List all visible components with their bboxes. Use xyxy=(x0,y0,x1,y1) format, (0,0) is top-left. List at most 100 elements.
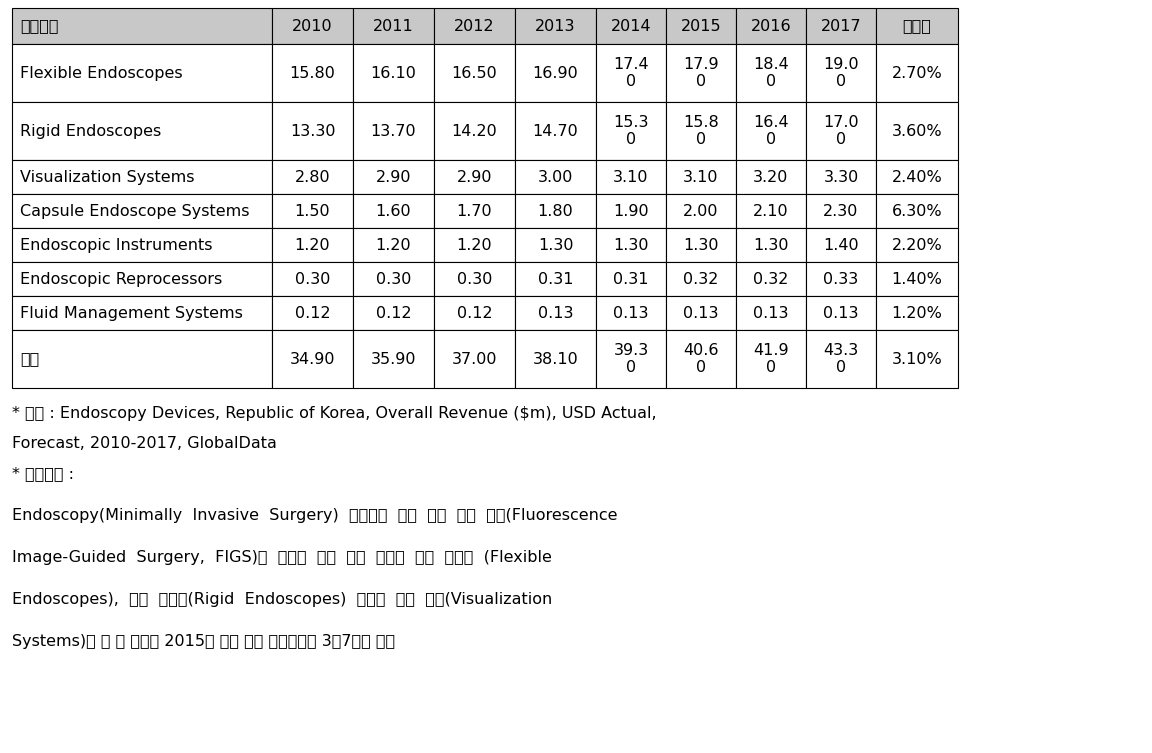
Bar xyxy=(434,102,515,160)
Bar xyxy=(515,228,596,262)
Text: 2.80: 2.80 xyxy=(295,169,331,184)
Bar xyxy=(666,44,736,102)
Bar xyxy=(596,262,666,296)
Bar xyxy=(434,8,515,44)
Bar xyxy=(806,262,876,296)
Bar xyxy=(12,44,272,102)
Text: 2.30: 2.30 xyxy=(824,203,858,218)
Text: 1.60: 1.60 xyxy=(376,203,411,218)
Bar xyxy=(353,44,434,102)
Text: 1.80: 1.80 xyxy=(538,203,574,218)
Bar xyxy=(272,8,353,44)
Bar xyxy=(876,262,958,296)
Text: 3.20: 3.20 xyxy=(753,169,789,184)
Text: 15.3
0: 15.3 0 xyxy=(613,114,649,147)
Text: 1.20: 1.20 xyxy=(295,237,331,252)
Bar xyxy=(806,160,876,194)
Text: Capsule Endoscope Systems: Capsule Endoscope Systems xyxy=(20,203,250,218)
Text: 16.4
0: 16.4 0 xyxy=(753,114,789,147)
Text: 0.30: 0.30 xyxy=(295,272,331,286)
Bar xyxy=(596,44,666,102)
Text: 총계: 총계 xyxy=(20,352,39,367)
Text: Visualization Systems: Visualization Systems xyxy=(20,169,195,184)
Bar xyxy=(353,8,434,44)
Bar xyxy=(515,262,596,296)
Bar xyxy=(666,8,736,44)
Text: 15.80: 15.80 xyxy=(289,66,335,81)
Text: 1.20: 1.20 xyxy=(376,237,411,252)
Bar xyxy=(596,102,666,160)
Bar xyxy=(806,228,876,262)
Bar xyxy=(876,330,958,388)
Text: 1.70: 1.70 xyxy=(456,203,492,218)
Text: 0.31: 0.31 xyxy=(538,272,574,286)
Bar xyxy=(272,330,353,388)
Text: 2.90: 2.90 xyxy=(456,169,492,184)
Bar xyxy=(876,160,958,194)
Bar xyxy=(434,262,515,296)
Text: * 산출근거 :: * 산출근거 : xyxy=(12,466,74,481)
Text: 목표시장: 목표시장 xyxy=(20,19,59,33)
Bar xyxy=(434,296,515,330)
Text: 3.10: 3.10 xyxy=(613,169,649,184)
Bar xyxy=(12,330,272,388)
Text: Systems)로 볼 수 있으며 2015년 기준 국내 시장규모는 3천7백만 불임: Systems)로 볼 수 있으며 2015년 기준 국내 시장규모는 3천7백… xyxy=(12,634,395,649)
Text: 1.30: 1.30 xyxy=(753,237,789,252)
Text: 0.13: 0.13 xyxy=(824,306,858,321)
Bar xyxy=(353,330,434,388)
Bar xyxy=(596,194,666,228)
Text: Flexible Endoscopes: Flexible Endoscopes xyxy=(20,66,183,81)
Bar xyxy=(806,330,876,388)
Text: 2.90: 2.90 xyxy=(376,169,411,184)
Text: 6.30%: 6.30% xyxy=(892,203,942,218)
Bar xyxy=(434,194,515,228)
Text: 2.10: 2.10 xyxy=(753,203,789,218)
Bar xyxy=(12,160,272,194)
Bar xyxy=(272,102,353,160)
Bar xyxy=(353,296,434,330)
Bar xyxy=(736,330,806,388)
Text: Endoscopy(Minimally  Invasive  Surgery)  영역에서  형광  영상  유도  수술(Fluorescence: Endoscopy(Minimally Invasive Surgery) 영역… xyxy=(12,508,617,523)
Bar xyxy=(12,296,272,330)
Bar xyxy=(666,102,736,160)
Text: 38.10: 38.10 xyxy=(532,352,578,367)
Text: 3.30: 3.30 xyxy=(824,169,858,184)
Bar xyxy=(736,160,806,194)
Bar xyxy=(666,296,736,330)
Text: Endoscopes),  경성  내시경(Rigid  Endoscopes)  그리고  영상  장비(Visualization: Endoscopes), 경성 내시경(Rigid Endoscopes) 그리… xyxy=(12,592,552,607)
Bar xyxy=(434,228,515,262)
Bar xyxy=(736,296,806,330)
Bar xyxy=(272,160,353,194)
Bar xyxy=(806,102,876,160)
Text: 1.50: 1.50 xyxy=(295,203,331,218)
Text: 0.13: 0.13 xyxy=(683,306,719,321)
Bar xyxy=(12,228,272,262)
Text: Endoscopic Reprocessors: Endoscopic Reprocessors xyxy=(20,272,222,286)
Bar xyxy=(515,296,596,330)
Bar xyxy=(876,296,958,330)
Bar xyxy=(596,160,666,194)
Text: 1.30: 1.30 xyxy=(683,237,719,252)
Bar xyxy=(736,194,806,228)
Bar xyxy=(272,296,353,330)
Text: 성장률: 성장률 xyxy=(902,19,932,33)
Text: 1.20: 1.20 xyxy=(456,237,492,252)
Bar xyxy=(515,44,596,102)
Bar xyxy=(736,102,806,160)
Bar xyxy=(434,160,515,194)
Bar xyxy=(806,8,876,44)
Text: 0.30: 0.30 xyxy=(457,272,492,286)
Text: 1.30: 1.30 xyxy=(613,237,649,252)
Text: 1.40%: 1.40% xyxy=(892,272,942,286)
Text: 18.4
0: 18.4 0 xyxy=(753,56,789,89)
Text: Rigid Endoscopes: Rigid Endoscopes xyxy=(20,123,161,139)
Text: 2.70%: 2.70% xyxy=(892,66,942,81)
Bar xyxy=(596,330,666,388)
Text: 0.13: 0.13 xyxy=(613,306,649,321)
Text: 13.70: 13.70 xyxy=(371,123,416,139)
Text: 17.4
0: 17.4 0 xyxy=(613,56,649,89)
Text: 39.3
0: 39.3 0 xyxy=(613,343,649,375)
Bar xyxy=(596,296,666,330)
Bar xyxy=(876,8,958,44)
Text: 2.40%: 2.40% xyxy=(892,169,942,184)
